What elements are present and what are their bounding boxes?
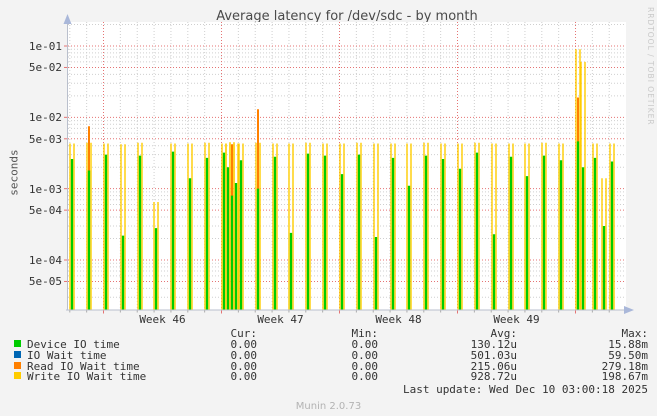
- legend-stat-value: 15.88m: [608, 338, 648, 351]
- legend-stat-value: 198.67m: [601, 370, 648, 384]
- legend-stat-value: 0.00: [230, 338, 258, 351]
- legend-series-label: IO Wait time: [27, 348, 107, 362]
- chart-title: Average latency for /dev/sdc - by month: [216, 9, 478, 24]
- y-axis-label: 1e-03: [28, 182, 62, 196]
- x-axis-arrow: [624, 306, 634, 314]
- legend-stat-value: 130.12u: [470, 338, 517, 351]
- legend-column-header: Cur:: [230, 327, 258, 340]
- y-axis-label: 1e-04: [28, 253, 62, 267]
- x-axis-label: Week 49: [493, 313, 540, 326]
- plot-background: [68, 22, 626, 310]
- legend-stat-value: 501.03u: [470, 348, 517, 362]
- y-axis-label: 5e-04: [28, 204, 62, 218]
- legend-stat-value: 0.00: [351, 348, 379, 362]
- legend-series-label: Read IO Wait time: [27, 359, 140, 373]
- x-axis-label: Week 47: [257, 313, 304, 326]
- y-axis-label: 5e-02: [28, 61, 62, 75]
- y-axis-label: 5e-03: [28, 132, 62, 146]
- munin-version-text: Munin 2.0.73: [295, 401, 362, 412]
- legend-stat-value: 215.06u: [470, 359, 517, 373]
- legend-swatch: [14, 340, 21, 347]
- rrdtool-watermark: RRDTOOL / TOBI OETIKER: [646, 7, 655, 126]
- y-axis-label: 1e-02: [28, 111, 62, 125]
- legend-series-label: Device IO time: [27, 338, 120, 351]
- legend-stat-value: 0.00: [230, 348, 258, 362]
- legend-column-header: Avg:: [490, 327, 518, 340]
- legend-stat-value: 0.00: [351, 338, 379, 351]
- y-axis-label: 5e-05: [28, 275, 62, 289]
- x-axis-label: Week 48: [375, 313, 422, 326]
- legend-stat-value: 0.00: [351, 359, 379, 373]
- legend-stat-value: 0.00: [351, 370, 379, 384]
- y-axis-arrow: [63, 14, 72, 24]
- legend-swatch: [14, 361, 21, 369]
- legend-series-label: Write IO Wait time: [27, 370, 147, 384]
- legend-swatch: [14, 372, 21, 380]
- legend-stat-value: 59.50m: [608, 348, 648, 362]
- legend-stat-value: 0.00: [230, 370, 258, 384]
- legend-stat-value: 928.72u: [470, 370, 517, 384]
- legend-column-header: Min:: [351, 327, 379, 340]
- legend-stat-value: 279.18m: [601, 359, 648, 373]
- x-axis-label: Week 46: [139, 313, 186, 326]
- last-update-text: Last update: Wed Dec 10 03:00:18 2025: [402, 383, 648, 396]
- y-axis-label: 1e-01: [28, 40, 62, 53]
- legend-stat-value: 0.00: [230, 359, 258, 373]
- legend-swatch: [14, 350, 21, 358]
- legend-column-header: Max:: [621, 327, 649, 340]
- latency-spikes: [69, 49, 615, 310]
